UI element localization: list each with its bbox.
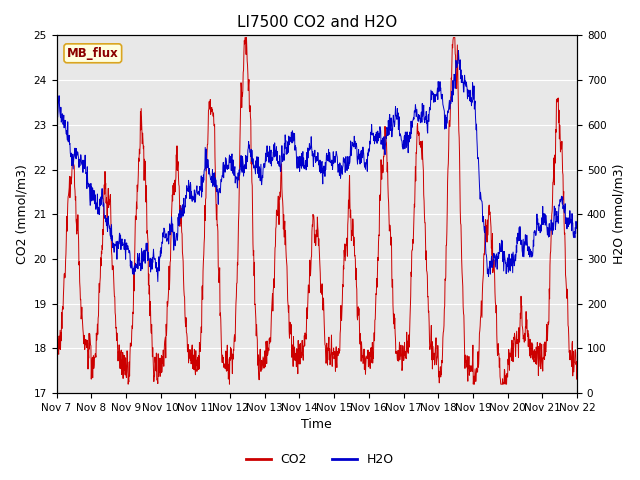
Legend: CO2, H2O: CO2, H2O xyxy=(241,448,399,471)
Text: MB_flux: MB_flux xyxy=(67,47,118,60)
Title: LI7500 CO2 and H2O: LI7500 CO2 and H2O xyxy=(237,15,397,30)
X-axis label: Time: Time xyxy=(301,419,332,432)
Y-axis label: CO2 (mmol/m3): CO2 (mmol/m3) xyxy=(15,164,28,264)
Y-axis label: H2O (mmol/m3): H2O (mmol/m3) xyxy=(612,164,625,264)
